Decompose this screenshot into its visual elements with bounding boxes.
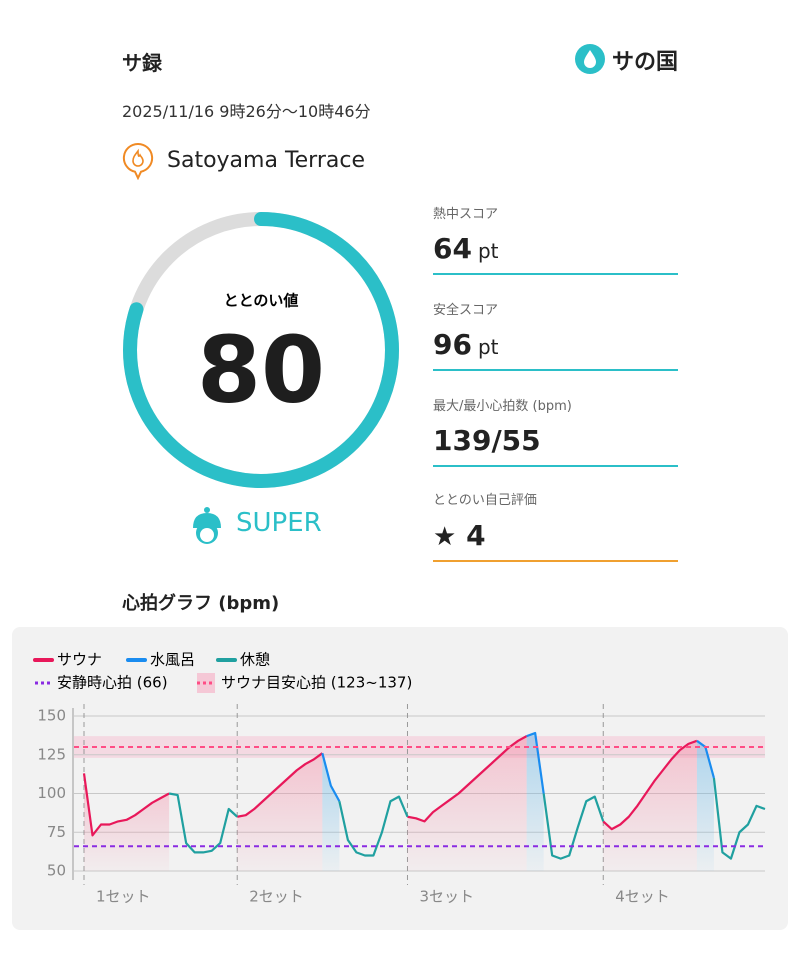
- rank-icon: [193, 507, 221, 544]
- score-value: 64 pt: [433, 232, 499, 265]
- series-line: [321, 752, 341, 802]
- score-number: 4: [466, 519, 486, 552]
- series-area: [237, 753, 323, 871]
- set-label: 3セット: [419, 888, 474, 906]
- rank: SUPER: [236, 508, 322, 538]
- title: サ録: [122, 51, 162, 75]
- chart-title: 心拍グラフ (bpm): [122, 593, 280, 614]
- series-area: [84, 773, 170, 871]
- legend-label: サウナ目安心拍 (123~137): [221, 674, 412, 692]
- score-value: 96 pt: [433, 328, 499, 361]
- series-area: [407, 736, 527, 871]
- logo-text: サの国: [612, 50, 679, 75]
- series-area: [696, 740, 714, 871]
- gauge-value: 80: [197, 316, 325, 423]
- datetime: 2025/11/16 9時26分〜10時46分: [122, 102, 371, 121]
- series-line: [712, 777, 766, 860]
- score-label: 熱中スコア: [433, 207, 499, 222]
- gauge: ととのい値 80: [123, 212, 399, 488]
- series-line: [82, 773, 170, 837]
- legend-label: 休憩: [240, 651, 270, 669]
- y-tick-label: 125: [37, 745, 66, 763]
- gauge-label: ととのい値: [224, 292, 299, 310]
- set-label: 1セット: [96, 888, 151, 906]
- score-number: 64: [433, 232, 472, 265]
- legend-label: 水風呂: [150, 651, 195, 669]
- score-label: 安全スコア: [433, 303, 499, 318]
- set-label: 4セット: [615, 888, 670, 906]
- series-area: [322, 753, 340, 871]
- series-area: [603, 740, 697, 871]
- place-icon: [122, 142, 154, 180]
- series-line: [602, 739, 698, 831]
- series-line: [237, 752, 323, 818]
- series-line: [542, 793, 605, 860]
- chart: 50 75 100 125 150 1セット 2セット 3セット 4セット サウナ 水風呂 休憩安静時…: [33, 651, 766, 906]
- gauge-arc: [123, 212, 399, 488]
- y-tick-label: 150: [37, 707, 66, 725]
- series-line: [526, 731, 545, 794]
- y-tick-label: 75: [47, 823, 66, 841]
- score-label: ととのい自己評価: [433, 493, 537, 508]
- y-tick-label: 50: [47, 862, 66, 880]
- place: Satoyama Terrace: [167, 148, 365, 173]
- series-line: [168, 792, 238, 854]
- series-line: [407, 735, 528, 823]
- score-number: 96: [433, 328, 472, 361]
- score-unit: pt: [477, 335, 499, 359]
- score-label: 最大/最小心拍数 (bpm): [433, 399, 572, 414]
- series-line: [338, 795, 409, 857]
- score-rule: [433, 465, 678, 467]
- score-unit: pt: [477, 239, 499, 263]
- legend-label: 安静時心拍 (66): [57, 674, 168, 692]
- logo-icon: [575, 44, 605, 74]
- score-rule: [433, 560, 678, 562]
- legend-label: サウナ: [57, 651, 102, 669]
- score-rule: [433, 273, 678, 275]
- score-rule: [433, 369, 678, 371]
- set-label: 2セット: [249, 888, 304, 906]
- y-tick-label: 100: [37, 784, 66, 802]
- score-value: 139/55: [433, 424, 541, 457]
- star-icon: ★: [433, 522, 457, 552]
- score-value: ★ 4: [433, 519, 486, 552]
